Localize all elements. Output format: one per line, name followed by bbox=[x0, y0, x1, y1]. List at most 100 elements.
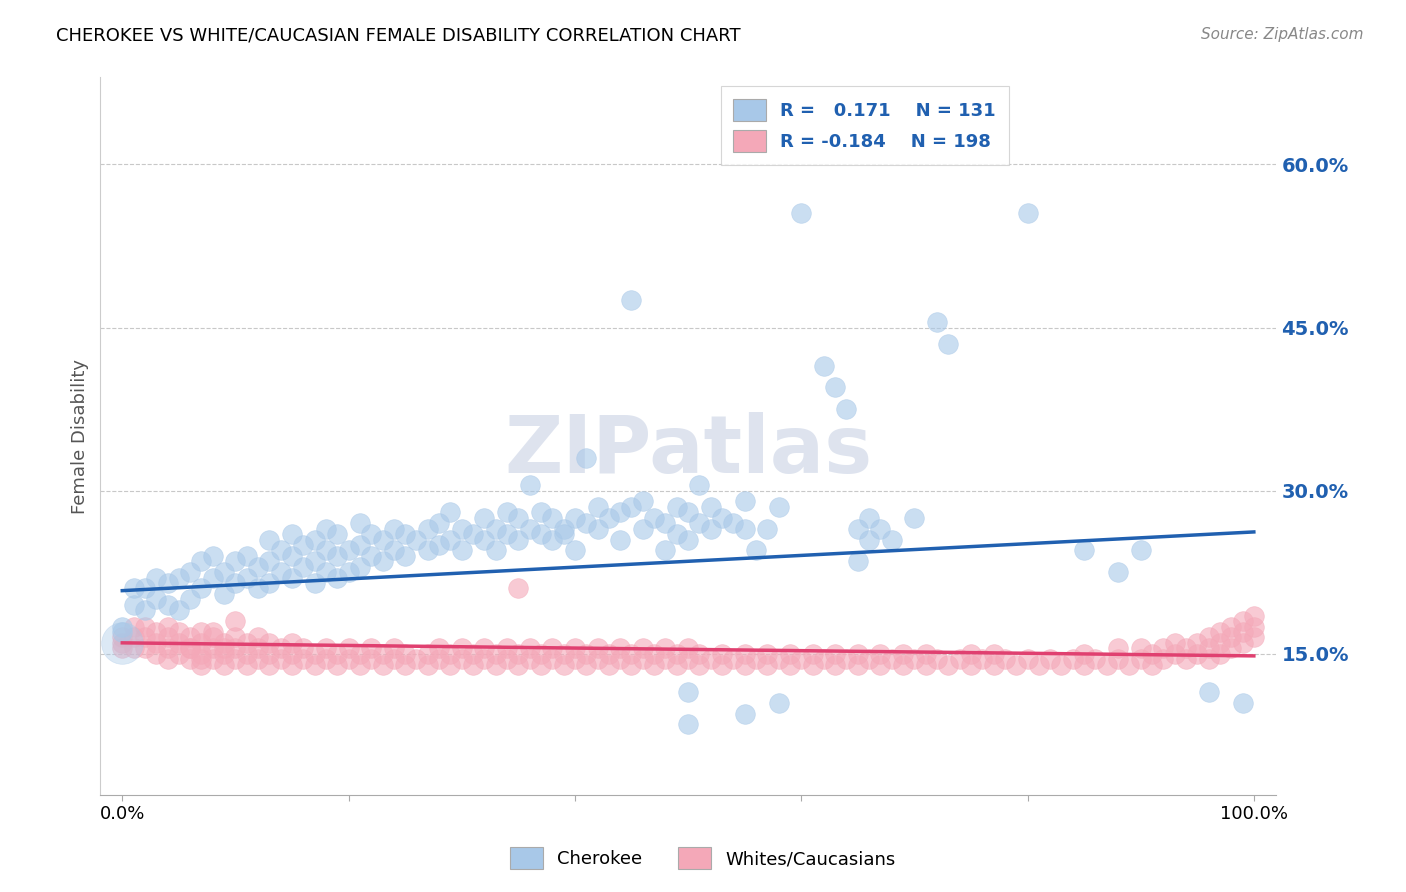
Point bbox=[134, 582, 156, 596]
Point bbox=[167, 624, 190, 639]
Point bbox=[688, 657, 710, 672]
Point bbox=[416, 657, 439, 672]
Point bbox=[813, 359, 835, 373]
Point bbox=[201, 549, 224, 563]
Point bbox=[936, 657, 959, 672]
Point bbox=[620, 500, 643, 514]
Point bbox=[179, 565, 201, 579]
Point bbox=[134, 641, 156, 656]
Point bbox=[281, 647, 304, 661]
Point bbox=[270, 565, 292, 579]
Point bbox=[201, 652, 224, 666]
Point bbox=[1039, 652, 1062, 666]
Point bbox=[1140, 657, 1163, 672]
Point bbox=[1220, 631, 1243, 645]
Point bbox=[326, 647, 349, 661]
Point bbox=[450, 652, 472, 666]
Point bbox=[190, 554, 212, 568]
Point bbox=[925, 315, 948, 329]
Point bbox=[304, 554, 326, 568]
Point bbox=[734, 647, 756, 661]
Point bbox=[111, 636, 134, 650]
Point bbox=[609, 652, 631, 666]
Point bbox=[111, 619, 134, 633]
Legend: R =   0.171    N = 131, R = -0.184    N = 198: R = 0.171 N = 131, R = -0.184 N = 198 bbox=[721, 87, 1008, 165]
Point bbox=[394, 527, 416, 541]
Point bbox=[949, 652, 972, 666]
Point bbox=[371, 657, 394, 672]
Point bbox=[496, 505, 519, 519]
Point bbox=[643, 510, 665, 524]
Point bbox=[1152, 652, 1174, 666]
Point bbox=[519, 478, 541, 492]
Point bbox=[1163, 636, 1185, 650]
Point bbox=[349, 647, 371, 661]
Point bbox=[564, 652, 586, 666]
Point bbox=[349, 559, 371, 574]
Point bbox=[711, 657, 734, 672]
Point bbox=[575, 647, 598, 661]
Point bbox=[179, 652, 201, 666]
Point bbox=[461, 657, 484, 672]
Point bbox=[326, 549, 349, 563]
Point bbox=[734, 706, 756, 721]
Point bbox=[1140, 647, 1163, 661]
Point bbox=[179, 641, 201, 656]
Point bbox=[439, 533, 461, 547]
Point bbox=[575, 450, 598, 465]
Point bbox=[903, 652, 925, 666]
Text: CHEROKEE VS WHITE/CAUCASIAN FEMALE DISABILITY CORRELATION CHART: CHEROKEE VS WHITE/CAUCASIAN FEMALE DISAB… bbox=[56, 27, 741, 45]
Point bbox=[427, 641, 450, 656]
Point bbox=[1017, 206, 1039, 220]
Point bbox=[190, 657, 212, 672]
Point bbox=[1187, 647, 1209, 661]
Point bbox=[145, 624, 167, 639]
Point bbox=[586, 641, 609, 656]
Point bbox=[179, 641, 201, 656]
Point bbox=[553, 522, 575, 536]
Point bbox=[111, 636, 134, 650]
Point bbox=[122, 641, 145, 656]
Point bbox=[553, 657, 575, 672]
Text: ZIPatlas: ZIPatlas bbox=[503, 411, 872, 490]
Point bbox=[145, 571, 167, 585]
Legend: Cherokee, Whites/Caucasians: Cherokee, Whites/Caucasians bbox=[502, 838, 904, 879]
Point bbox=[768, 500, 790, 514]
Point bbox=[236, 657, 259, 672]
Point bbox=[474, 510, 496, 524]
Point bbox=[167, 603, 190, 617]
Point bbox=[609, 641, 631, 656]
Point bbox=[586, 522, 609, 536]
Point bbox=[224, 614, 246, 628]
Point bbox=[620, 657, 643, 672]
Point bbox=[259, 533, 281, 547]
Point bbox=[1017, 652, 1039, 666]
Point bbox=[224, 631, 246, 645]
Point bbox=[914, 657, 936, 672]
Point bbox=[620, 293, 643, 308]
Point bbox=[427, 516, 450, 531]
Point bbox=[983, 647, 1005, 661]
Point bbox=[960, 647, 983, 661]
Point bbox=[575, 516, 598, 531]
Point bbox=[270, 652, 292, 666]
Point bbox=[1198, 631, 1220, 645]
Point bbox=[461, 527, 484, 541]
Point bbox=[813, 652, 835, 666]
Point bbox=[122, 619, 145, 633]
Point bbox=[983, 657, 1005, 672]
Point bbox=[835, 402, 858, 417]
Point bbox=[1243, 608, 1265, 623]
Point bbox=[699, 652, 721, 666]
Point bbox=[371, 533, 394, 547]
Point bbox=[1050, 657, 1073, 672]
Point bbox=[156, 619, 179, 633]
Point bbox=[711, 510, 734, 524]
Point bbox=[349, 516, 371, 531]
Point bbox=[508, 533, 530, 547]
Point bbox=[167, 647, 190, 661]
Point bbox=[745, 652, 768, 666]
Point bbox=[134, 603, 156, 617]
Point bbox=[145, 636, 167, 650]
Point bbox=[270, 641, 292, 656]
